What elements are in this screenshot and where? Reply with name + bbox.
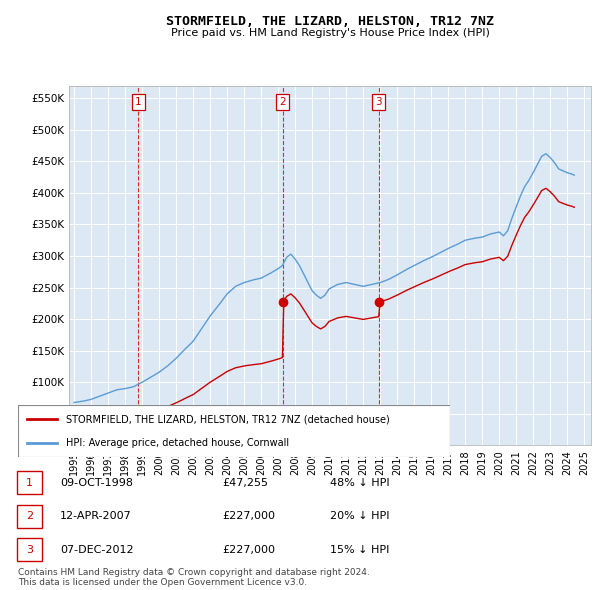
Text: STORMFIELD, THE LIZARD, HELSTON, TR12 7NZ: STORMFIELD, THE LIZARD, HELSTON, TR12 7N… — [166, 15, 494, 28]
Text: 3: 3 — [376, 97, 382, 107]
Text: 2: 2 — [26, 512, 33, 521]
Text: 20% ↓ HPI: 20% ↓ HPI — [330, 512, 389, 521]
Text: 1: 1 — [26, 478, 33, 487]
Text: 48% ↓ HPI: 48% ↓ HPI — [330, 478, 389, 487]
Text: 15% ↓ HPI: 15% ↓ HPI — [330, 545, 389, 555]
Text: Contains HM Land Registry data © Crown copyright and database right 2024.: Contains HM Land Registry data © Crown c… — [18, 568, 370, 577]
Text: Price paid vs. HM Land Registry's House Price Index (HPI): Price paid vs. HM Land Registry's House … — [170, 28, 490, 38]
Text: STORMFIELD, THE LIZARD, HELSTON, TR12 7NZ (detached house): STORMFIELD, THE LIZARD, HELSTON, TR12 7N… — [65, 414, 389, 424]
Text: HPI: Average price, detached house, Cornwall: HPI: Average price, detached house, Corn… — [65, 438, 289, 448]
Text: 12-APR-2007: 12-APR-2007 — [60, 512, 132, 521]
Text: This data is licensed under the Open Government Licence v3.0.: This data is licensed under the Open Gov… — [18, 578, 307, 587]
Text: 1: 1 — [135, 97, 142, 107]
Text: 3: 3 — [26, 545, 33, 555]
Text: 09-OCT-1998: 09-OCT-1998 — [60, 478, 133, 487]
Text: 07-DEC-2012: 07-DEC-2012 — [60, 545, 134, 555]
Text: £227,000: £227,000 — [222, 545, 275, 555]
Text: £227,000: £227,000 — [222, 512, 275, 521]
Text: £47,255: £47,255 — [222, 478, 268, 487]
Text: 2: 2 — [280, 97, 286, 107]
FancyBboxPatch shape — [18, 405, 450, 457]
